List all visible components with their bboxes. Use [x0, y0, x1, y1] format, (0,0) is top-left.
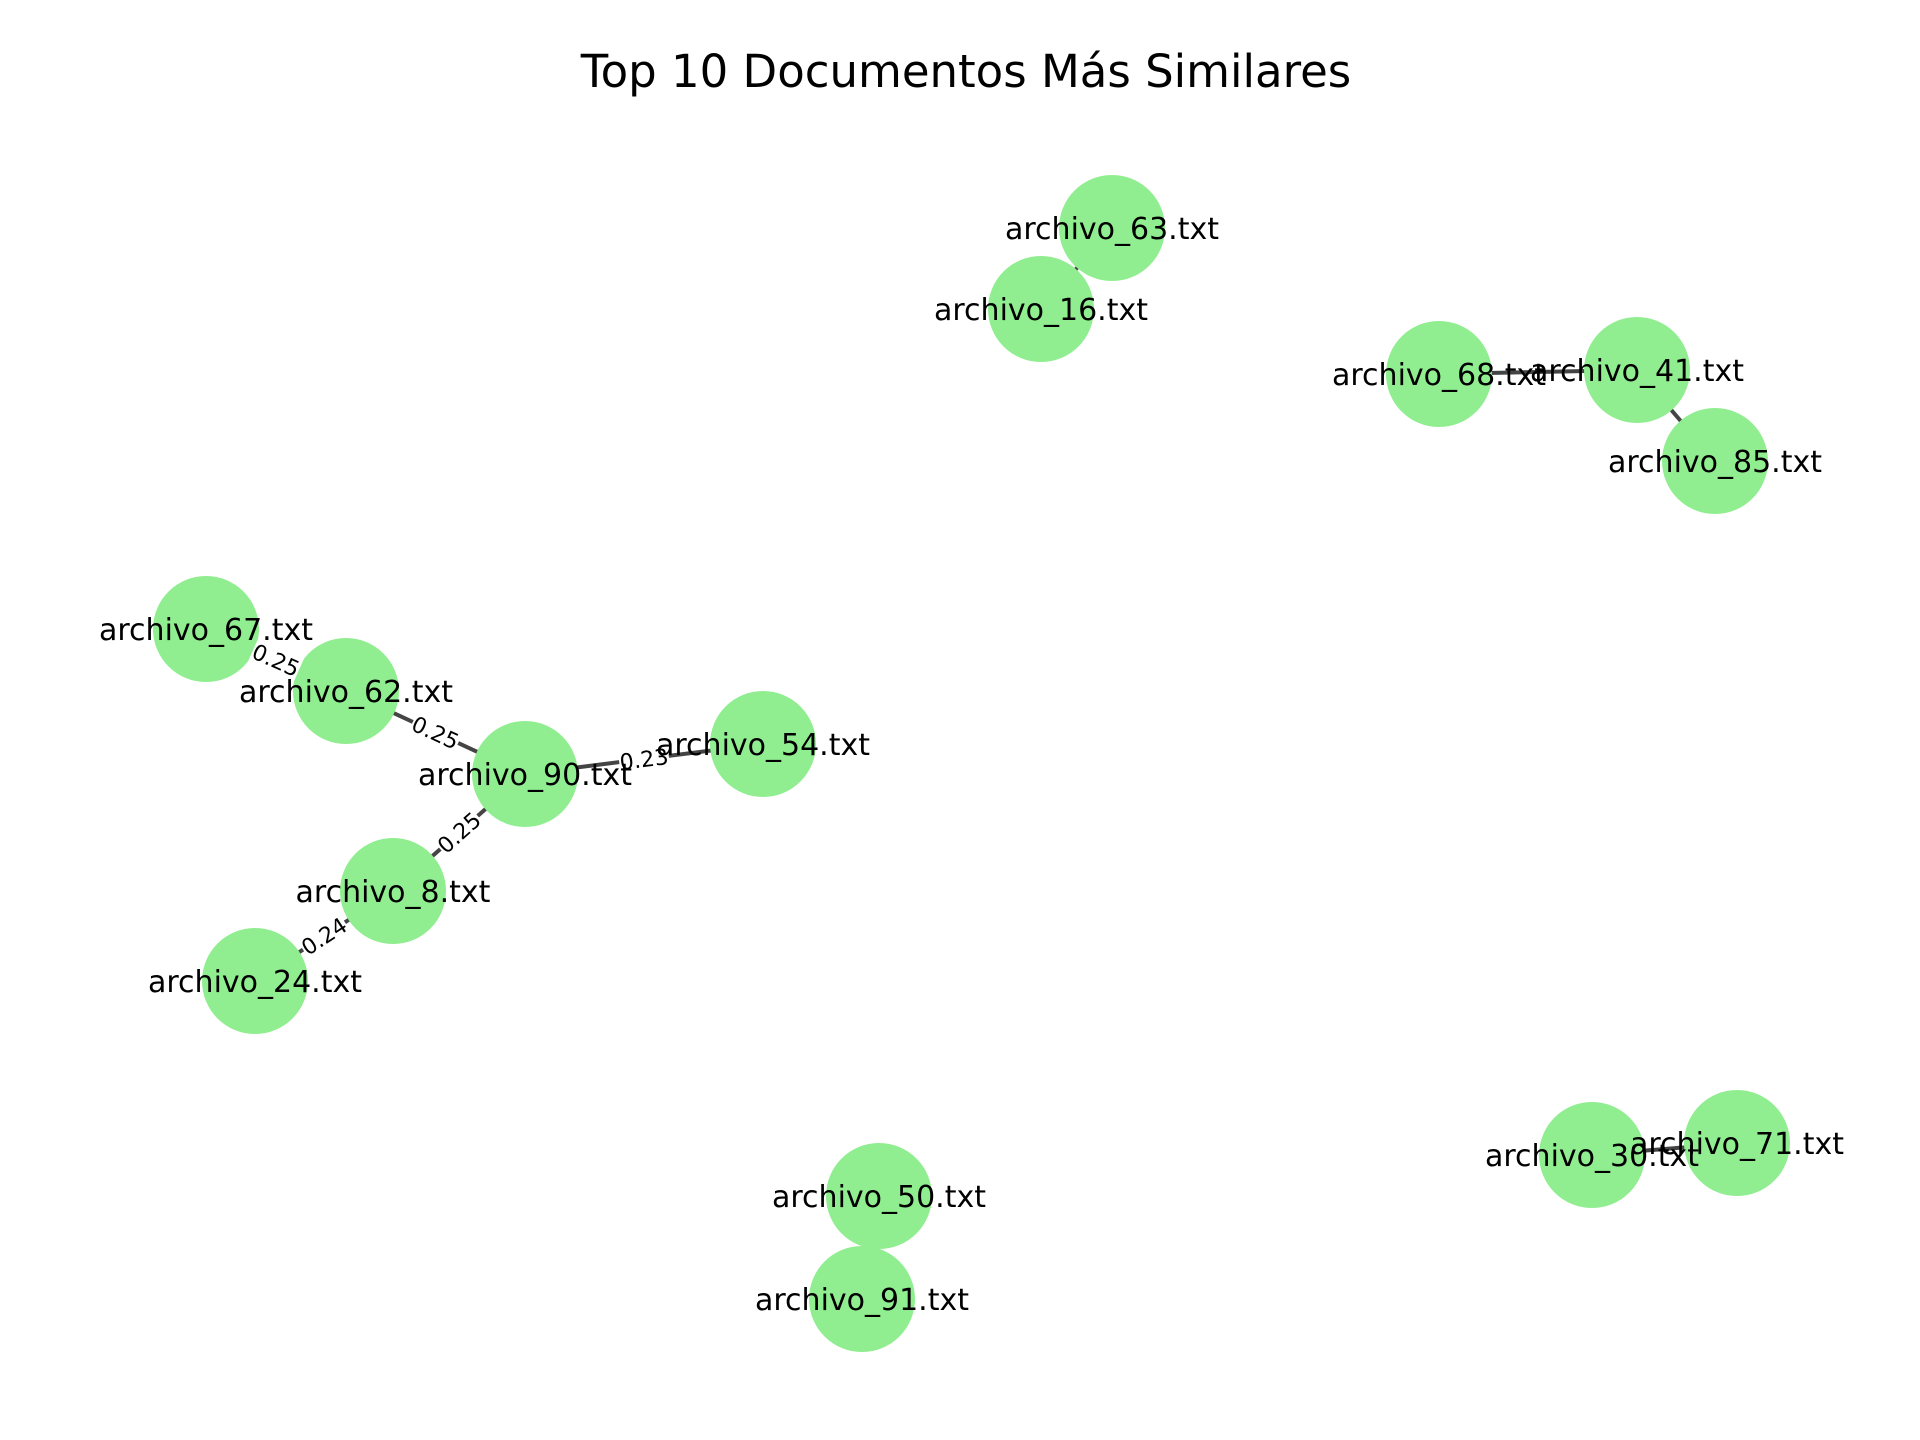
node-label-archivo-62: archivo_62.txt	[239, 675, 453, 710]
node-archivo-91	[809, 1246, 915, 1352]
node-label-archivo-8: archivo_8.txt	[296, 875, 491, 910]
edge-label-background	[617, 741, 671, 775]
edge-label-background	[407, 709, 465, 754]
node-archivo-41	[1584, 317, 1690, 423]
node-label-archivo-63: archivo_63.txt	[1005, 212, 1219, 247]
edge-weight-label: 0.23	[618, 745, 670, 776]
node-archivo-71	[1684, 1090, 1790, 1196]
edge-label-group: 0.23	[617, 741, 671, 776]
node-archivo-62	[293, 638, 399, 744]
node-label-archivo-71: archivo_71.txt	[1630, 1127, 1844, 1162]
node-archivo-54	[710, 691, 816, 797]
node-label-archivo-90: archivo_90.txt	[418, 758, 632, 793]
node-archivo-67	[153, 576, 259, 682]
node-archivo-90	[472, 721, 578, 827]
chart-title: Top 10 Documentos Más Similares	[580, 45, 1352, 98]
node-label-archivo-41: archivo_41.txt	[1530, 354, 1744, 389]
node-archivo-85	[1662, 408, 1768, 514]
node-archivo-16	[988, 256, 1094, 362]
nodes-layer	[153, 175, 1790, 1352]
node-archivo-30	[1539, 1102, 1645, 1208]
node-label-archivo-24: archivo_24.txt	[148, 965, 362, 1000]
edge-label-background	[295, 910, 352, 960]
node-label-archivo-85: archivo_85.txt	[1608, 445, 1822, 480]
node-label-archivo-30: archivo_30.txt	[1485, 1139, 1699, 1174]
node-label-archivo-16: archivo_16.txt	[934, 293, 1148, 328]
node-archivo-24	[202, 928, 308, 1034]
edge-label-background	[248, 637, 305, 682]
node-label-archivo-68: archivo_68.txt	[1332, 358, 1546, 393]
node-archivo-63	[1059, 175, 1165, 281]
node-archivo-8	[340, 838, 446, 944]
node-archivo-50	[826, 1143, 932, 1249]
node-archivo-68	[1386, 321, 1492, 427]
node-label-archivo-91: archivo_91.txt	[755, 1283, 969, 1318]
node-labels-layer: archivo_63.txt archivo_16.txt archivo_68.t…	[99, 212, 1844, 1318]
node-label-archivo-67: archivo_67.txt	[99, 613, 313, 648]
node-label-archivo-54: archivo_54.txt	[656, 728, 870, 763]
node-label-archivo-50: archivo_50.txt	[772, 1180, 986, 1215]
edge-label-background	[431, 805, 486, 859]
